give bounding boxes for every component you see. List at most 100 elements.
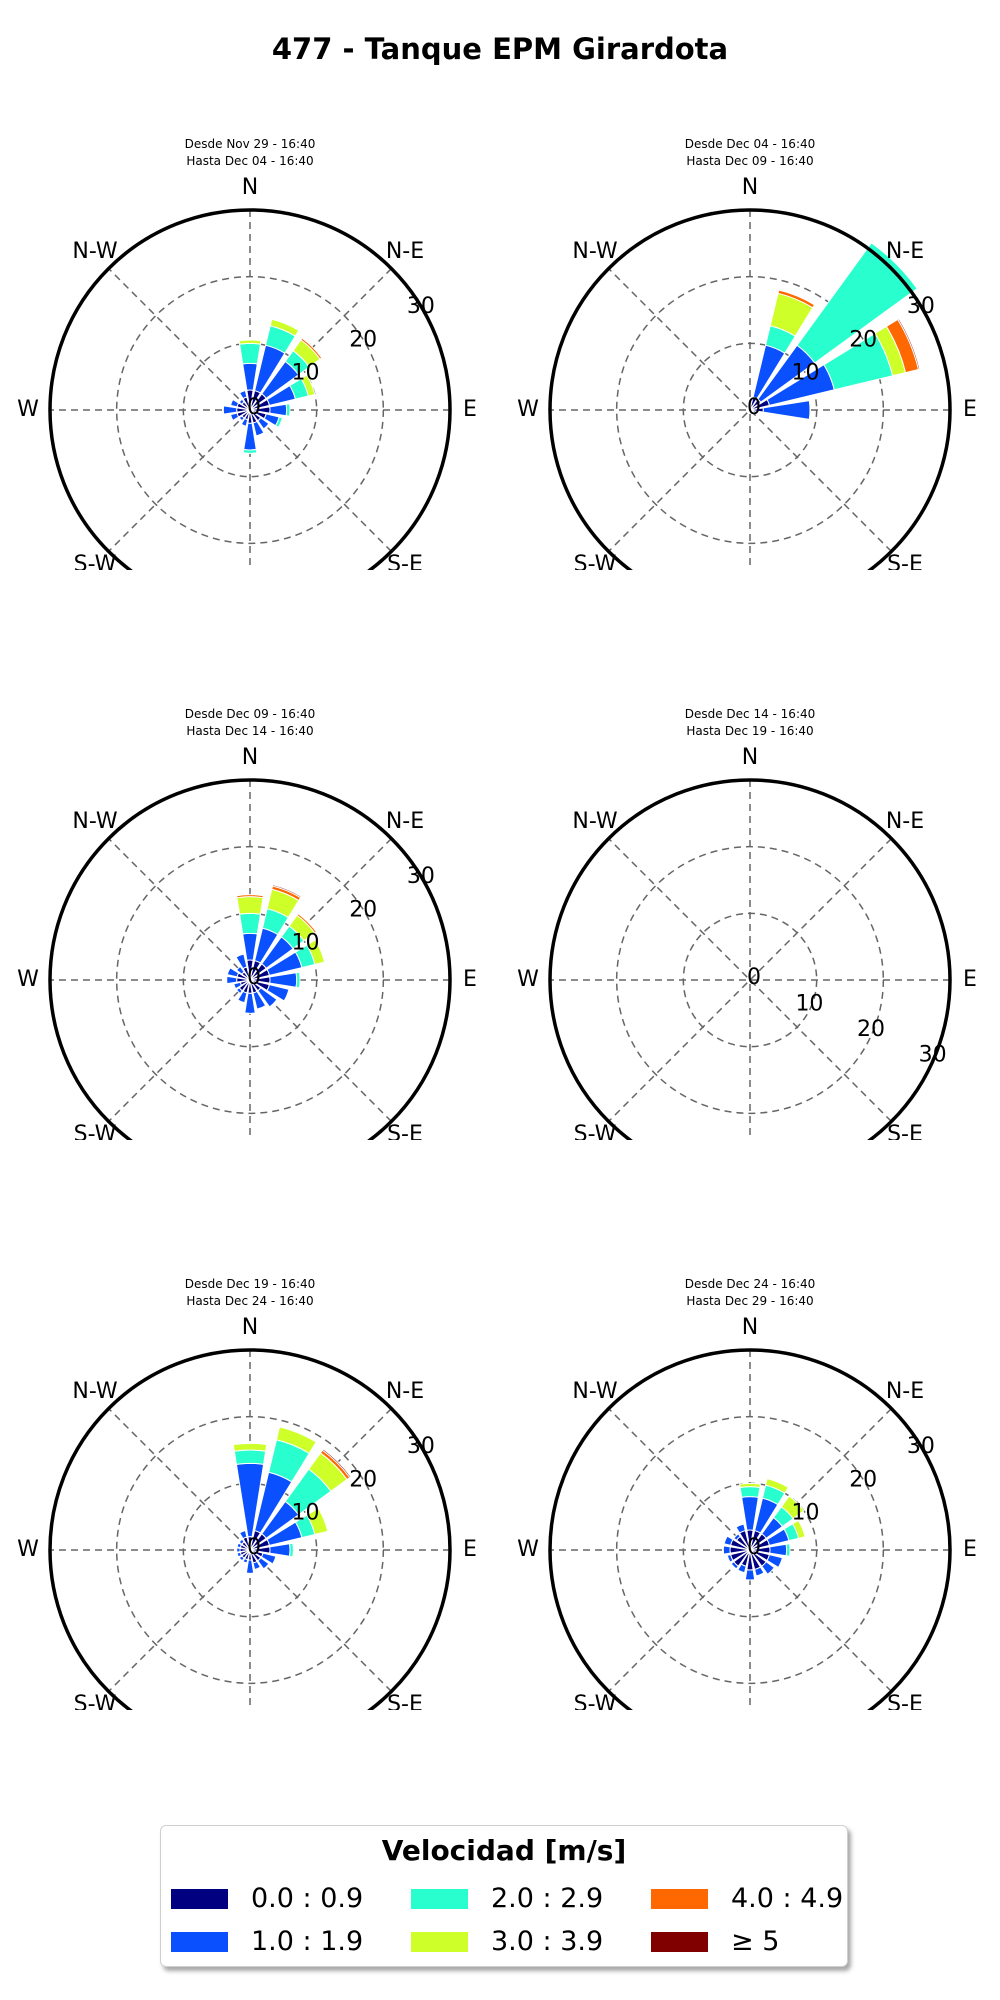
wind-wedge: [260, 1552, 277, 1565]
wind-wedge: [764, 1478, 790, 1494]
date-to: Hasta Dec 09 - 16:40: [686, 154, 814, 168]
compass-label: N: [242, 175, 258, 200]
radial-tick-label: 10: [291, 1501, 319, 1526]
radial-tick-label: 20: [349, 1467, 377, 1492]
wind-wedge: [780, 1495, 805, 1520]
wind-wedge: [739, 1486, 761, 1498]
angular-grid-line: [108, 1408, 392, 1692]
compass-label: S-E: [387, 1122, 423, 1140]
wind-wedge: [242, 448, 258, 454]
wind-wedge: [229, 412, 240, 422]
radial-tick-label: 20: [849, 327, 877, 352]
wind-wedge: [238, 1555, 245, 1562]
radial-tick-label: 20: [349, 897, 377, 922]
wind-wedge: [306, 939, 326, 966]
wind-wedge: [897, 318, 921, 371]
wind-wedge: [257, 1557, 270, 1570]
radial-tick-label: 10: [791, 361, 819, 386]
compass-label: W: [17, 967, 39, 992]
wind-wedge: [238, 389, 248, 400]
outer-ring: [548, 208, 952, 570]
legend-title: Velocidad [m/s]: [381, 1834, 627, 1867]
date-from: Desde Dec 14 - 16:40: [684, 707, 816, 721]
wind-wedge: [761, 1561, 775, 1575]
angular-grid-line: [608, 838, 892, 1122]
wind-wedge: [252, 990, 267, 1010]
radial-tick-label: 0: [247, 395, 261, 420]
compass-label: W: [517, 967, 539, 992]
compass-label: N: [242, 745, 258, 770]
wind-wedge: [222, 405, 238, 415]
compass-label: E: [963, 1537, 977, 1562]
wind-wedge: [235, 953, 248, 970]
wind-wedge: [252, 1560, 262, 1571]
wind-wedge: [242, 362, 258, 391]
wind-wedge: [296, 912, 318, 934]
wind-wedge: [796, 242, 918, 364]
radial-tick-label: 30: [907, 294, 935, 319]
compass-label: N-E: [886, 1379, 924, 1404]
wind-wedge: [752, 410, 758, 415]
wind-wedge: [269, 403, 288, 417]
compass-label: E: [463, 397, 477, 422]
wind-wedge: [266, 984, 290, 1002]
windrose-panel-3: Desde Dec 09 - 16:40 Hasta Dec 14 - 16:4…: [0, 570, 500, 1140]
legend-swatch: [651, 1889, 708, 1909]
wind-wedge: [275, 1426, 317, 1455]
wind-wedge: [233, 1449, 267, 1465]
angular-grid-line: [108, 838, 392, 1122]
wind-wedge: [785, 1543, 791, 1557]
wind-wedge: [238, 1529, 248, 1540]
legend-label: 4.0 : 4.9: [731, 1883, 844, 1914]
wind-wedge: [240, 417, 249, 427]
radial-tick-label: 10: [791, 1501, 819, 1526]
compass-label: E: [963, 967, 977, 992]
date-to: Hasta Dec 04 - 16:40: [186, 154, 314, 168]
wind-wedge: [236, 1542, 243, 1549]
compass-label: S-W: [74, 552, 117, 570]
compass-label: N-E: [386, 809, 424, 834]
windrose-panel-6: Desde Dec 24 - 16:40 Hasta Dec 29 - 16:4…: [500, 1140, 1000, 1710]
wind-wedge: [238, 415, 245, 422]
outer-ring: [48, 778, 452, 1140]
legend-swatch: [411, 1889, 468, 1909]
compass-label: N-W: [572, 809, 618, 834]
wind-wedge: [245, 1559, 255, 1574]
compass-label: N-E: [386, 1379, 424, 1404]
wind-wedge: [271, 884, 302, 899]
wind-wedge: [769, 1543, 788, 1557]
wind-wedge: [766, 1554, 784, 1569]
wind-wedge: [238, 1538, 245, 1545]
wind-wedge: [300, 374, 316, 397]
wind-wedge: [762, 400, 811, 420]
wind-wedge: [737, 1563, 747, 1574]
compass-label: N: [742, 175, 758, 200]
wind-wedge: [321, 1448, 352, 1479]
wind-wedge: [733, 1533, 741, 1541]
radial-tick-label: 0: [747, 395, 761, 420]
wind-wedge: [232, 1442, 268, 1452]
legend: Velocidad [m/s] 0.0 : 0.9 1.0 : 1.9 2.0 …: [160, 1825, 848, 1967]
legend-label: ≥ 5: [731, 1926, 780, 1957]
date-from: Desde Nov 29 - 16:40: [184, 137, 316, 151]
angular-grid-line: [108, 1408, 392, 1692]
wind-wedge: [242, 932, 258, 961]
compass-label: S-W: [574, 552, 617, 570]
compass-label: E: [463, 967, 477, 992]
wind-wedge: [238, 342, 262, 365]
compass-label: N-W: [72, 1379, 118, 1404]
wind-wedge: [236, 1547, 241, 1553]
compass-label: W: [17, 1537, 39, 1562]
wind-wedge: [236, 894, 264, 899]
radial-tick-label: 0: [247, 1535, 261, 1560]
radial-tick-label: 0: [747, 1535, 761, 1560]
wind-wedge: [735, 1523, 746, 1534]
panel-date-range: Desde Nov 29 - 16:40 Hasta Dec 04 - 16:4…: [0, 136, 500, 170]
legend-swatch: [651, 1932, 708, 1952]
panel-date-range: Desde Dec 04 - 16:40 Hasta Dec 09 - 16:4…: [500, 136, 1000, 170]
outer-ring: [48, 208, 452, 570]
